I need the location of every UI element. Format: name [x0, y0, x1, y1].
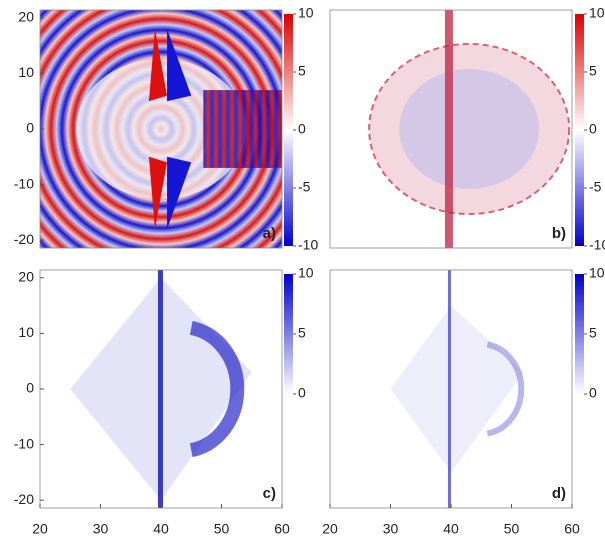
colorbar-tick-label: 5 — [298, 63, 306, 79]
y-tick-label: -10 — [14, 175, 34, 191]
colorbar-tick-label: 10 — [298, 5, 314, 21]
y-tick-label: 20 — [18, 8, 34, 24]
x-tick-label: 60 — [274, 521, 290, 537]
x-tick-label: 50 — [214, 521, 230, 537]
colorbar-tick-label: 5 — [589, 325, 597, 341]
y-tick-label: 20 — [18, 268, 34, 284]
x-tick-label: 30 — [93, 521, 109, 537]
field-image — [189, 320, 245, 458]
panel-label: a) — [263, 225, 276, 242]
x-tick-label: 40 — [443, 521, 459, 537]
colorbar-tick-label: 5 — [589, 63, 597, 79]
panel-label: c) — [263, 485, 276, 502]
colorbar-tick-label: 0 — [298, 121, 306, 137]
colorbar-tick-label: -10 — [298, 237, 318, 253]
x-tick-label: 40 — [153, 521, 169, 537]
panel-label: b) — [552, 225, 566, 242]
colorbar-tick-label: 10 — [589, 265, 605, 281]
field-image — [444, 10, 453, 248]
x-tick-label: 20 — [32, 521, 48, 537]
field-image — [167, 28, 192, 102]
colorbar-tick-label: -10 — [589, 237, 605, 253]
colorbar — [284, 14, 293, 246]
colorbar-tick-label: 10 — [298, 265, 314, 281]
colorbar — [575, 274, 584, 394]
colorbar-tick-label: 0 — [589, 121, 597, 137]
field-image — [167, 156, 192, 230]
panel-image — [40, 270, 282, 508]
field-image — [447, 270, 451, 508]
y-tick-label: 10 — [18, 324, 34, 340]
y-tick-label: 0 — [26, 380, 34, 396]
field-image — [486, 341, 525, 437]
colorbar-tick-label: 5 — [298, 325, 306, 341]
field-image — [157, 270, 163, 508]
colorbar — [284, 274, 293, 394]
panel-frame — [329, 9, 573, 249]
panel-image — [330, 10, 572, 248]
colorbar — [575, 14, 584, 246]
panel-image — [330, 270, 572, 508]
colorbar-tick-label: 0 — [298, 385, 306, 401]
y-tick-label: 0 — [26, 120, 34, 136]
x-tick-label: 20 — [322, 521, 338, 537]
field-image — [148, 28, 168, 102]
y-tick-label: 10 — [18, 64, 34, 80]
y-tick-label: -20 — [14, 491, 34, 507]
x-tick-label: 30 — [383, 521, 399, 537]
y-tick-label: -20 — [14, 231, 34, 247]
field-image — [399, 69, 540, 189]
x-tick-label: 50 — [504, 521, 520, 537]
y-tick-label: -10 — [14, 435, 34, 451]
field-image — [203, 90, 282, 168]
x-tick-label: 60 — [564, 521, 580, 537]
colorbar-tick-label: -5 — [298, 179, 311, 195]
colorbar-tick-label: 10 — [589, 5, 605, 21]
panel-label: d) — [552, 485, 566, 502]
colorbar-tick-label: 0 — [589, 385, 597, 401]
colorbar-tick-label: -5 — [589, 179, 602, 195]
field-image — [148, 156, 168, 230]
panel-image — [40, 10, 282, 248]
